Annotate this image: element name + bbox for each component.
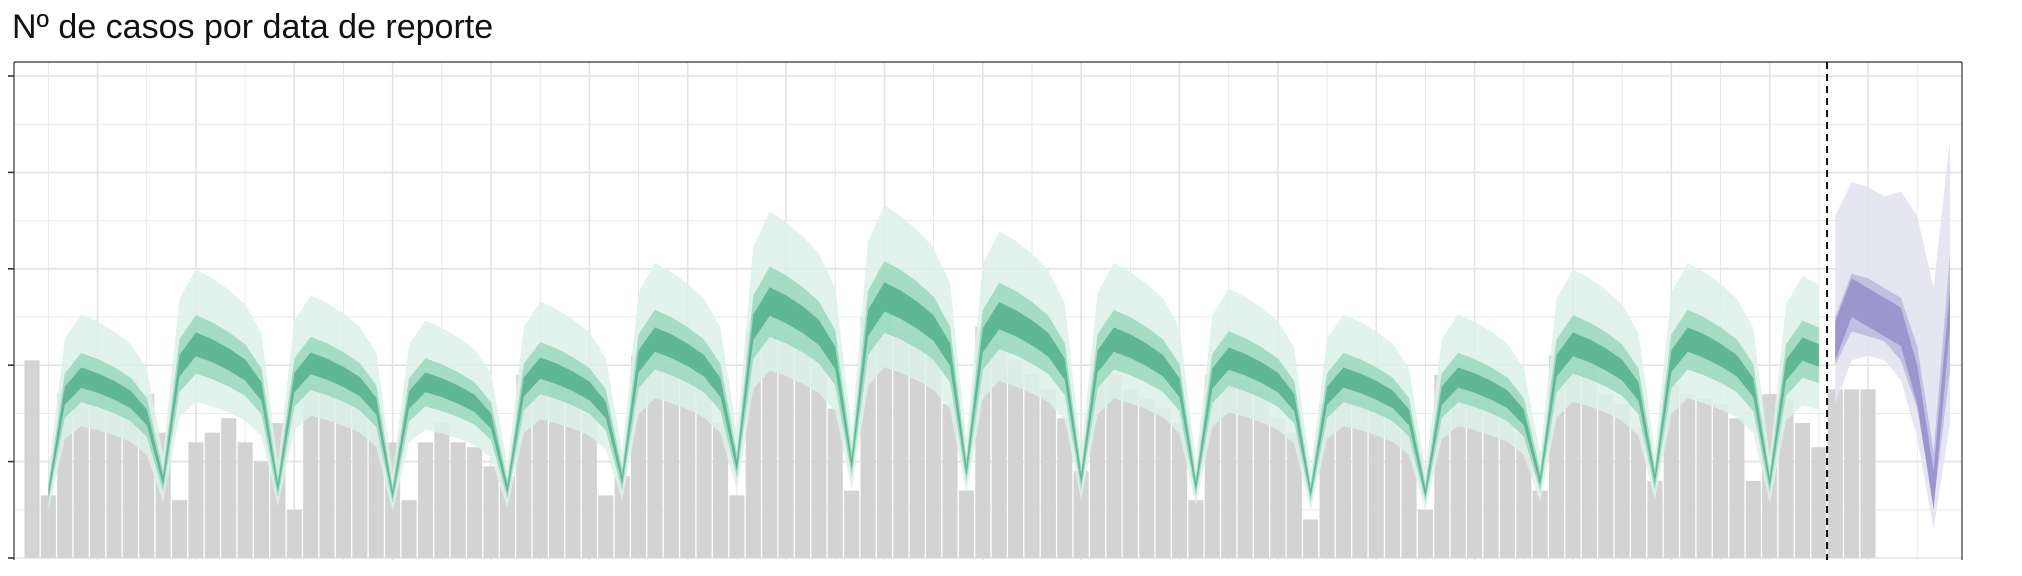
case-bar: [254, 462, 269, 558]
case-bar: [483, 466, 498, 558]
case-bar: [1188, 500, 1203, 558]
case-bar: [1156, 409, 1171, 558]
case-bar: [1729, 418, 1744, 558]
case-bar: [1828, 389, 1843, 558]
case-bar: [1795, 423, 1810, 558]
case-bar: [1844, 389, 1859, 558]
case-bar: [1041, 389, 1056, 558]
case-bar: [1598, 394, 1613, 558]
case-bar: [1860, 389, 1875, 558]
case-bar: [287, 510, 302, 558]
case-bar: [1811, 447, 1826, 558]
case-bar: [1615, 404, 1630, 558]
case-bar: [1697, 399, 1712, 558]
case-bar: [1139, 399, 1154, 558]
case-bar: [467, 447, 482, 558]
case-bar: [238, 442, 253, 558]
case-bar: [418, 442, 433, 558]
case-bar: [1303, 519, 1318, 558]
case-bar: [221, 418, 236, 558]
case-bar: [729, 495, 744, 558]
case-bar: [959, 491, 974, 558]
case-bar: [172, 500, 187, 558]
case-bar: [188, 442, 203, 558]
case-bar: [1746, 481, 1761, 558]
case-bar: [598, 495, 613, 558]
case-bar: [1270, 418, 1285, 558]
case-bar: [402, 500, 417, 558]
case-bar: [1680, 394, 1695, 558]
case-bar: [1008, 360, 1023, 558]
case-bar: [41, 495, 56, 558]
case-bar: [451, 442, 466, 558]
case-bar: [434, 423, 449, 558]
case-bar: [1713, 404, 1728, 558]
case-bar: [1418, 510, 1433, 558]
case-bar: [205, 433, 220, 558]
case-bar: [1024, 375, 1039, 558]
case-bar: [1123, 389, 1138, 558]
case-bar: [844, 491, 859, 558]
case-bar: [24, 360, 39, 558]
